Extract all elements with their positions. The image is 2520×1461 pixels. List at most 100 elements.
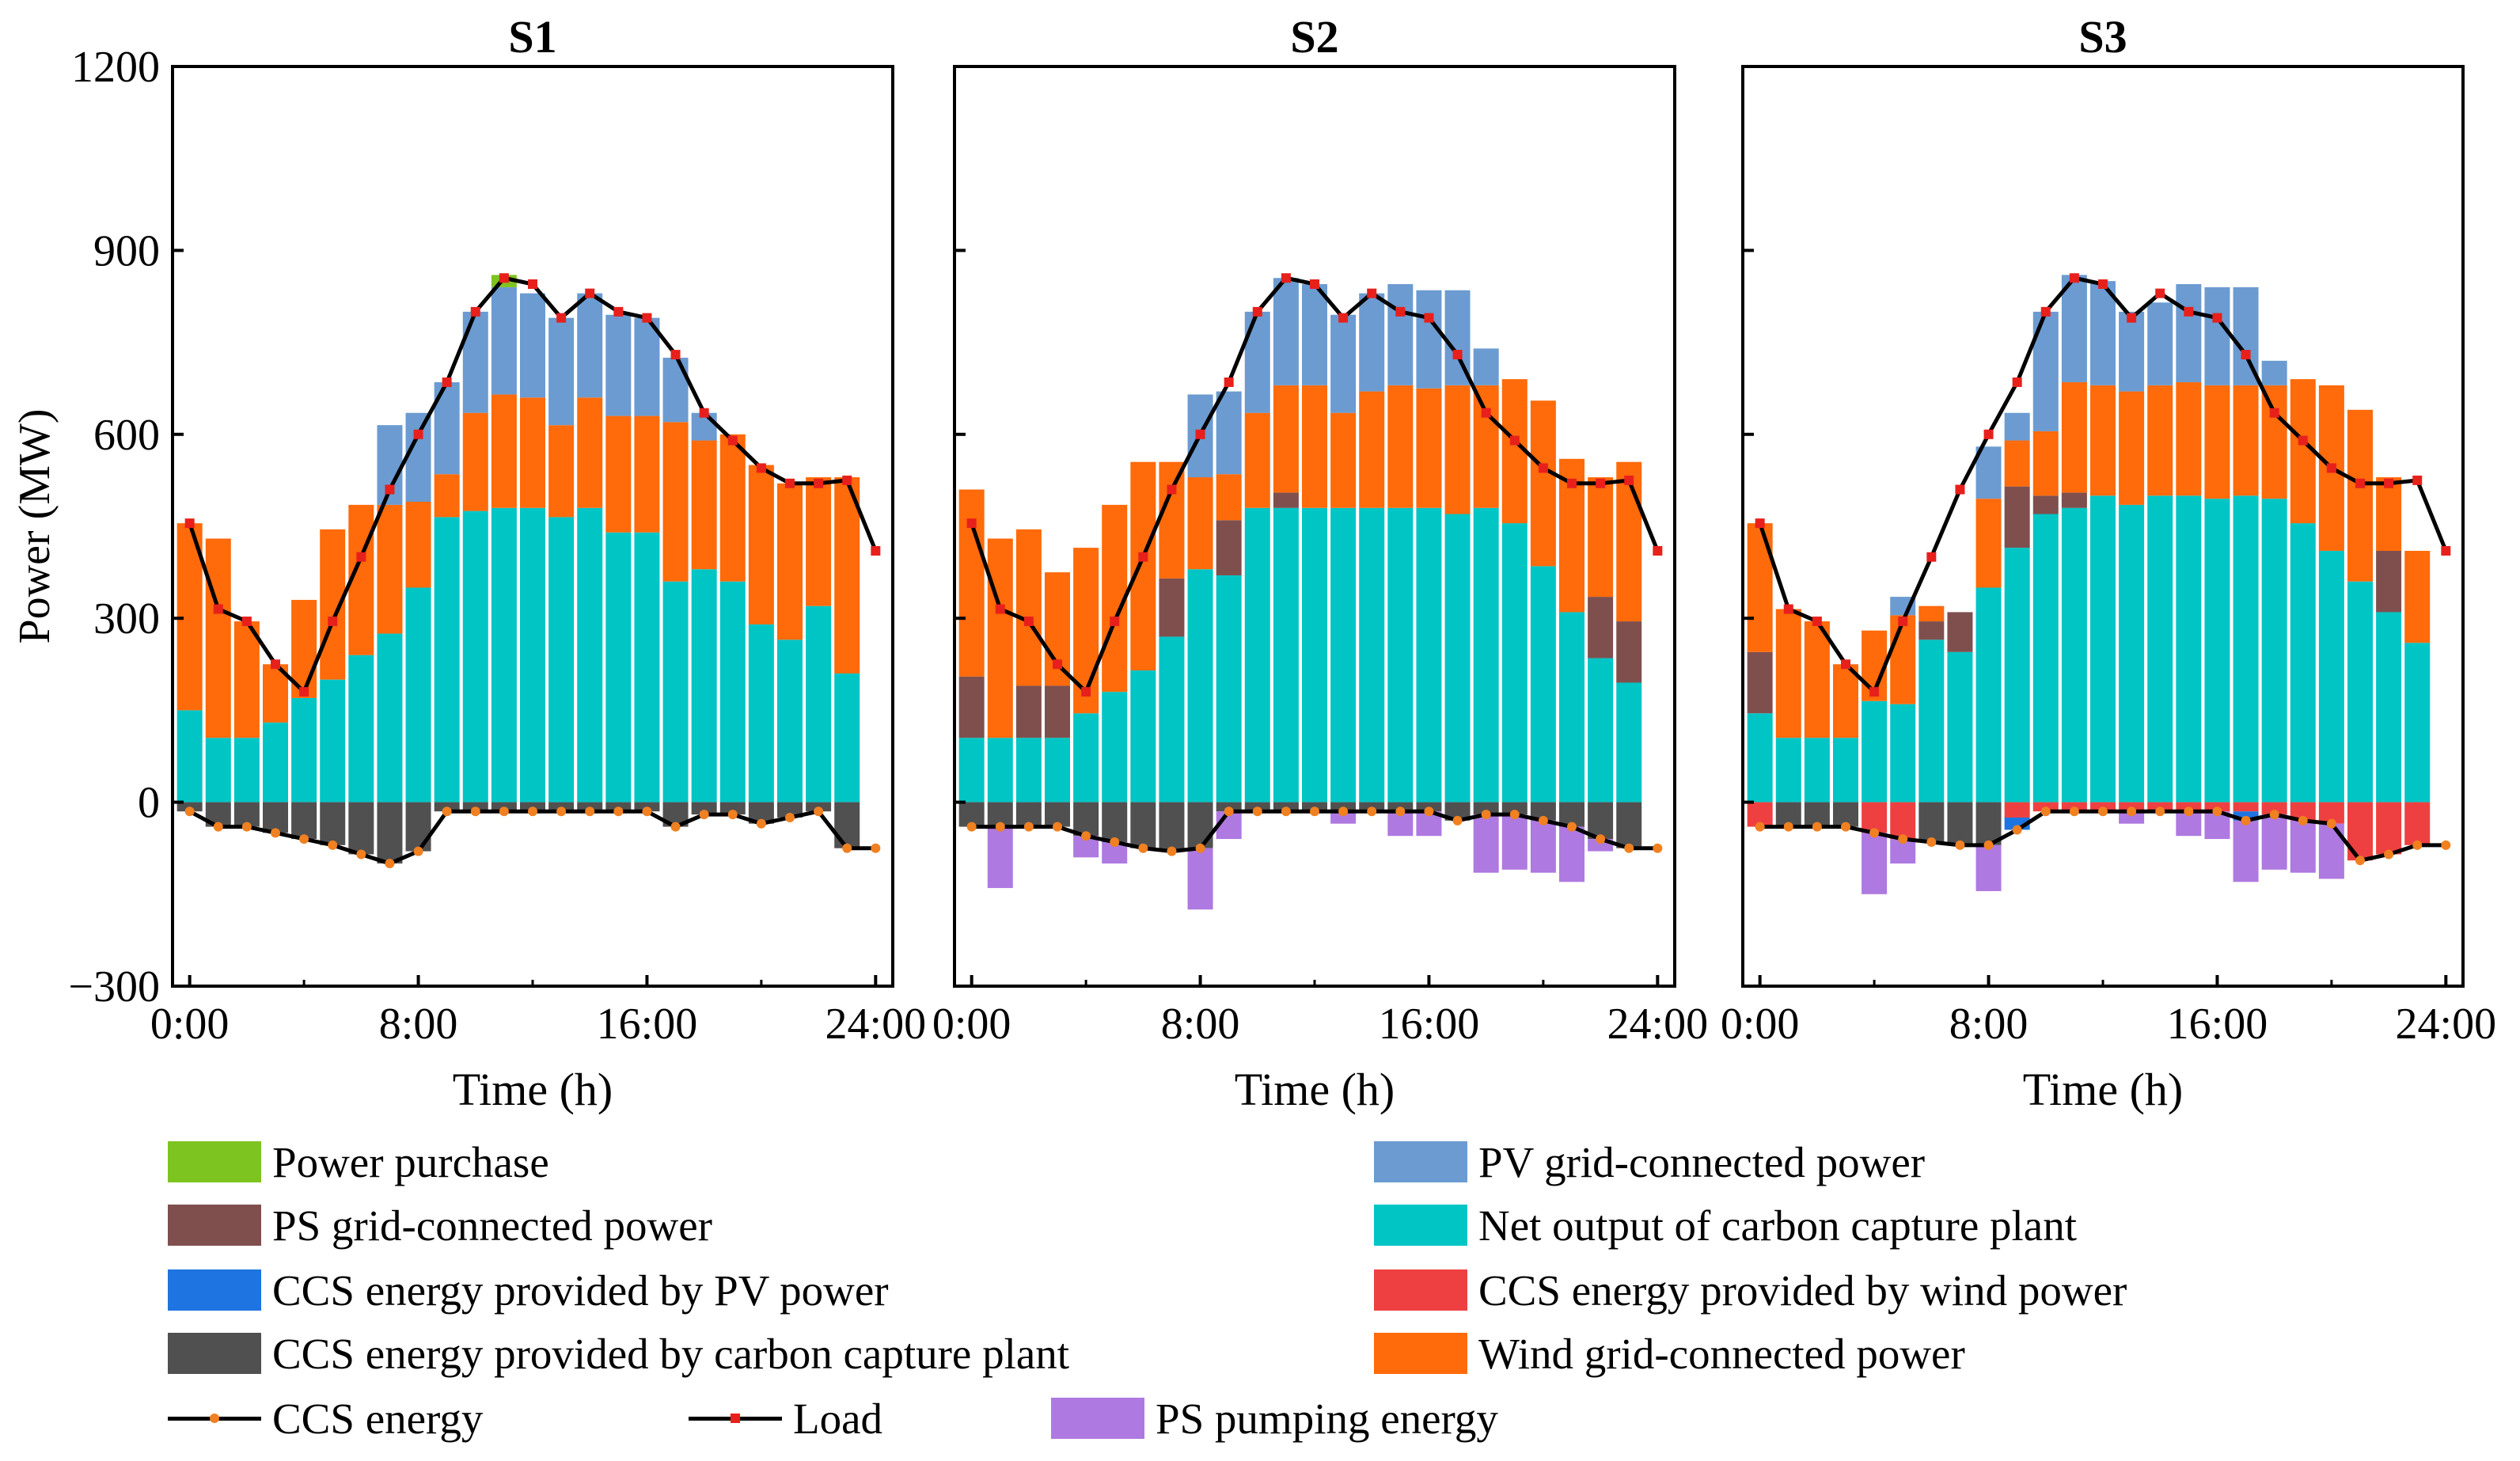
load-point-s1-3 — [271, 659, 280, 670]
load-point-s3-9 — [2012, 377, 2022, 387]
load-point-s1-5 — [328, 617, 338, 627]
load-point-s3-11 — [2069, 273, 2079, 283]
ccs-energy-point-s3-16 — [2212, 806, 2222, 817]
bar-ccs_plant-s2-h19 — [1501, 802, 1528, 815]
load-point-s1-13 — [556, 313, 567, 323]
ccs-energy-point-s2-7 — [1167, 846, 1177, 856]
ccs-energy-point-s1-8 — [413, 846, 423, 856]
bar-ccs_plant-s2-h18 — [1473, 802, 1499, 815]
load-point-s1-11 — [499, 273, 509, 283]
bar-net_plant-s3-h23 — [2404, 643, 2431, 803]
load-point-s1-2 — [241, 617, 252, 627]
bar-wind_grid-s2-h17 — [1444, 385, 1471, 514]
ccs-energy-point-s3-3 — [1841, 822, 1850, 832]
bar-net_plant-s1-h21 — [777, 639, 803, 803]
bar-net_plant-s3-h18 — [2261, 499, 2287, 803]
ccs-energy-point-s1-6 — [356, 849, 366, 860]
bar-net_plant-s1-h22 — [806, 605, 832, 803]
bar-wind_grid-s1-h1 — [205, 538, 231, 738]
bar-pv_grid-s1-h8 — [405, 412, 431, 503]
bar-pv_grid-s1-h10 — [462, 311, 488, 413]
load-point-s1-15 — [613, 306, 624, 317]
load-point-s2-13 — [1338, 313, 1349, 323]
load-point-s3-18 — [2269, 408, 2279, 418]
bar-net_plant-s2-h15 — [1387, 507, 1414, 803]
bar-net_plant-s3-h7 — [1947, 651, 1973, 803]
load-point-s1-8 — [413, 429, 423, 439]
ccs-energy-point-s2-16 — [1424, 806, 1434, 817]
x-tick-label-s2-3: 24:00 — [1607, 1000, 1709, 1049]
bar-net_plant-s2-h21 — [1559, 612, 1584, 803]
bar-pv_grid-s3-h12 — [2090, 281, 2116, 385]
y-tick-label-0: −300 — [68, 962, 160, 1011]
ccs-energy-point-s3-13 — [2127, 806, 2137, 817]
bar-net_plant-s3-h17 — [2233, 495, 2259, 803]
ccs-energy-point-s2-13 — [1338, 806, 1349, 817]
bar-wind_grid-s2-h10 — [1244, 412, 1270, 508]
load-point-s2-22 — [1596, 478, 1606, 488]
bar-net_plant-s3-h21 — [2347, 581, 2373, 803]
ccs-energy-point-s2-19 — [1509, 810, 1520, 820]
ccs-energy-point-s1-1 — [213, 822, 223, 832]
bar-ps_grid-s2-h9 — [1216, 520, 1242, 575]
ccs-energy-point-s1-21 — [785, 812, 795, 822]
x-tick-label-s1-2: 16:00 — [597, 1000, 698, 1049]
x-tick-label-s3-2: 16:00 — [2167, 1000, 2268, 1049]
bar-pv_grid-s3-h15 — [2176, 284, 2202, 382]
bar-ps_grid-s2-h11 — [1273, 492, 1299, 508]
bar-ps_pump-s3-h8 — [1975, 844, 2002, 891]
bar-ccs_plant-s2-h7 — [1159, 802, 1185, 852]
bar-wind_grid-s2-h0 — [958, 489, 985, 677]
ccs-energy-point-s1-3 — [271, 828, 280, 838]
load-point-s2-4 — [1081, 687, 1091, 697]
ccs-energy-point-s3-10 — [2040, 806, 2051, 817]
bar-net_plant-s3-h20 — [2318, 550, 2344, 803]
bar-ccs_plant-s3-h6 — [1918, 802, 1945, 842]
bar-net_plant-s3-h13 — [2119, 504, 2145, 803]
bar-net_plant-s1-h0 — [176, 710, 203, 803]
load-point-s2-1 — [995, 604, 1005, 614]
load-point-s1-19 — [727, 435, 738, 446]
bar-net_plant-s3-h9 — [2004, 548, 2030, 803]
bar-wind_grid-s3-h16 — [2204, 385, 2230, 499]
bar-net_plant-s2-h17 — [1444, 514, 1471, 803]
ccs-energy-point-s3-24 — [2441, 840, 2451, 850]
bar-ccs_plant-s1-h18 — [691, 802, 717, 815]
load-point-s3-2 — [1812, 617, 1822, 627]
load-point-s1-10 — [470, 306, 480, 317]
bar-ps_grid-s2-h7 — [1159, 578, 1185, 637]
bar-ccs_wind-s3-h19 — [2290, 802, 2316, 821]
panel-title-s3: S3 — [2078, 11, 2127, 63]
bar-wind_grid-s3-h23 — [2404, 550, 2431, 643]
bar-ps_grid-s2-h23 — [1616, 621, 1642, 683]
bar-net_plant-s3-h5 — [1890, 704, 1916, 803]
load-point-s3-10 — [2040, 306, 2051, 317]
bar-ps_grid-s3-h11 — [2061, 492, 2087, 508]
load-point-s2-5 — [1110, 617, 1120, 627]
load-point-s3-22 — [2384, 478, 2394, 488]
bar-net_plant-s2-h18 — [1473, 507, 1499, 803]
bar-ps_grid-s3-h10 — [2032, 495, 2059, 514]
ccs-energy-point-s2-10 — [1252, 806, 1262, 817]
x-tick-label-s1-0: 0:00 — [150, 1000, 230, 1049]
bar-wind_grid-s1-h2 — [233, 621, 260, 738]
ccs-energy-point-s3-0 — [1755, 822, 1765, 832]
bar-net_plant-s2-h5 — [1102, 692, 1128, 803]
ccs-energy-point-s1-19 — [727, 810, 738, 820]
bar-ccs_plant-s3-h8 — [1975, 802, 2002, 845]
bar-wind_grid-s1-h7 — [377, 504, 403, 634]
bar-net_plant-s1-h10 — [462, 510, 488, 803]
ccs-energy-point-s3-22 — [2384, 849, 2394, 860]
bar-net_plant-s1-h16 — [634, 532, 660, 803]
ccs-energy-point-s2-6 — [1138, 843, 1148, 853]
load-point-s3-24 — [2441, 545, 2451, 556]
bar-net_plant-s1-h9 — [434, 517, 460, 803]
bar-net_plant-s1-h20 — [748, 624, 774, 803]
ccs-energy-point-s2-24 — [1653, 843, 1663, 853]
bar-wind_grid-s3-h11 — [2061, 381, 2087, 493]
bar-ccs_plant-s1-h21 — [777, 802, 803, 818]
ccs-energy-point-s2-0 — [966, 822, 977, 832]
bar-net_plant-s1-h18 — [691, 569, 717, 803]
load-point-s2-2 — [1023, 617, 1034, 627]
